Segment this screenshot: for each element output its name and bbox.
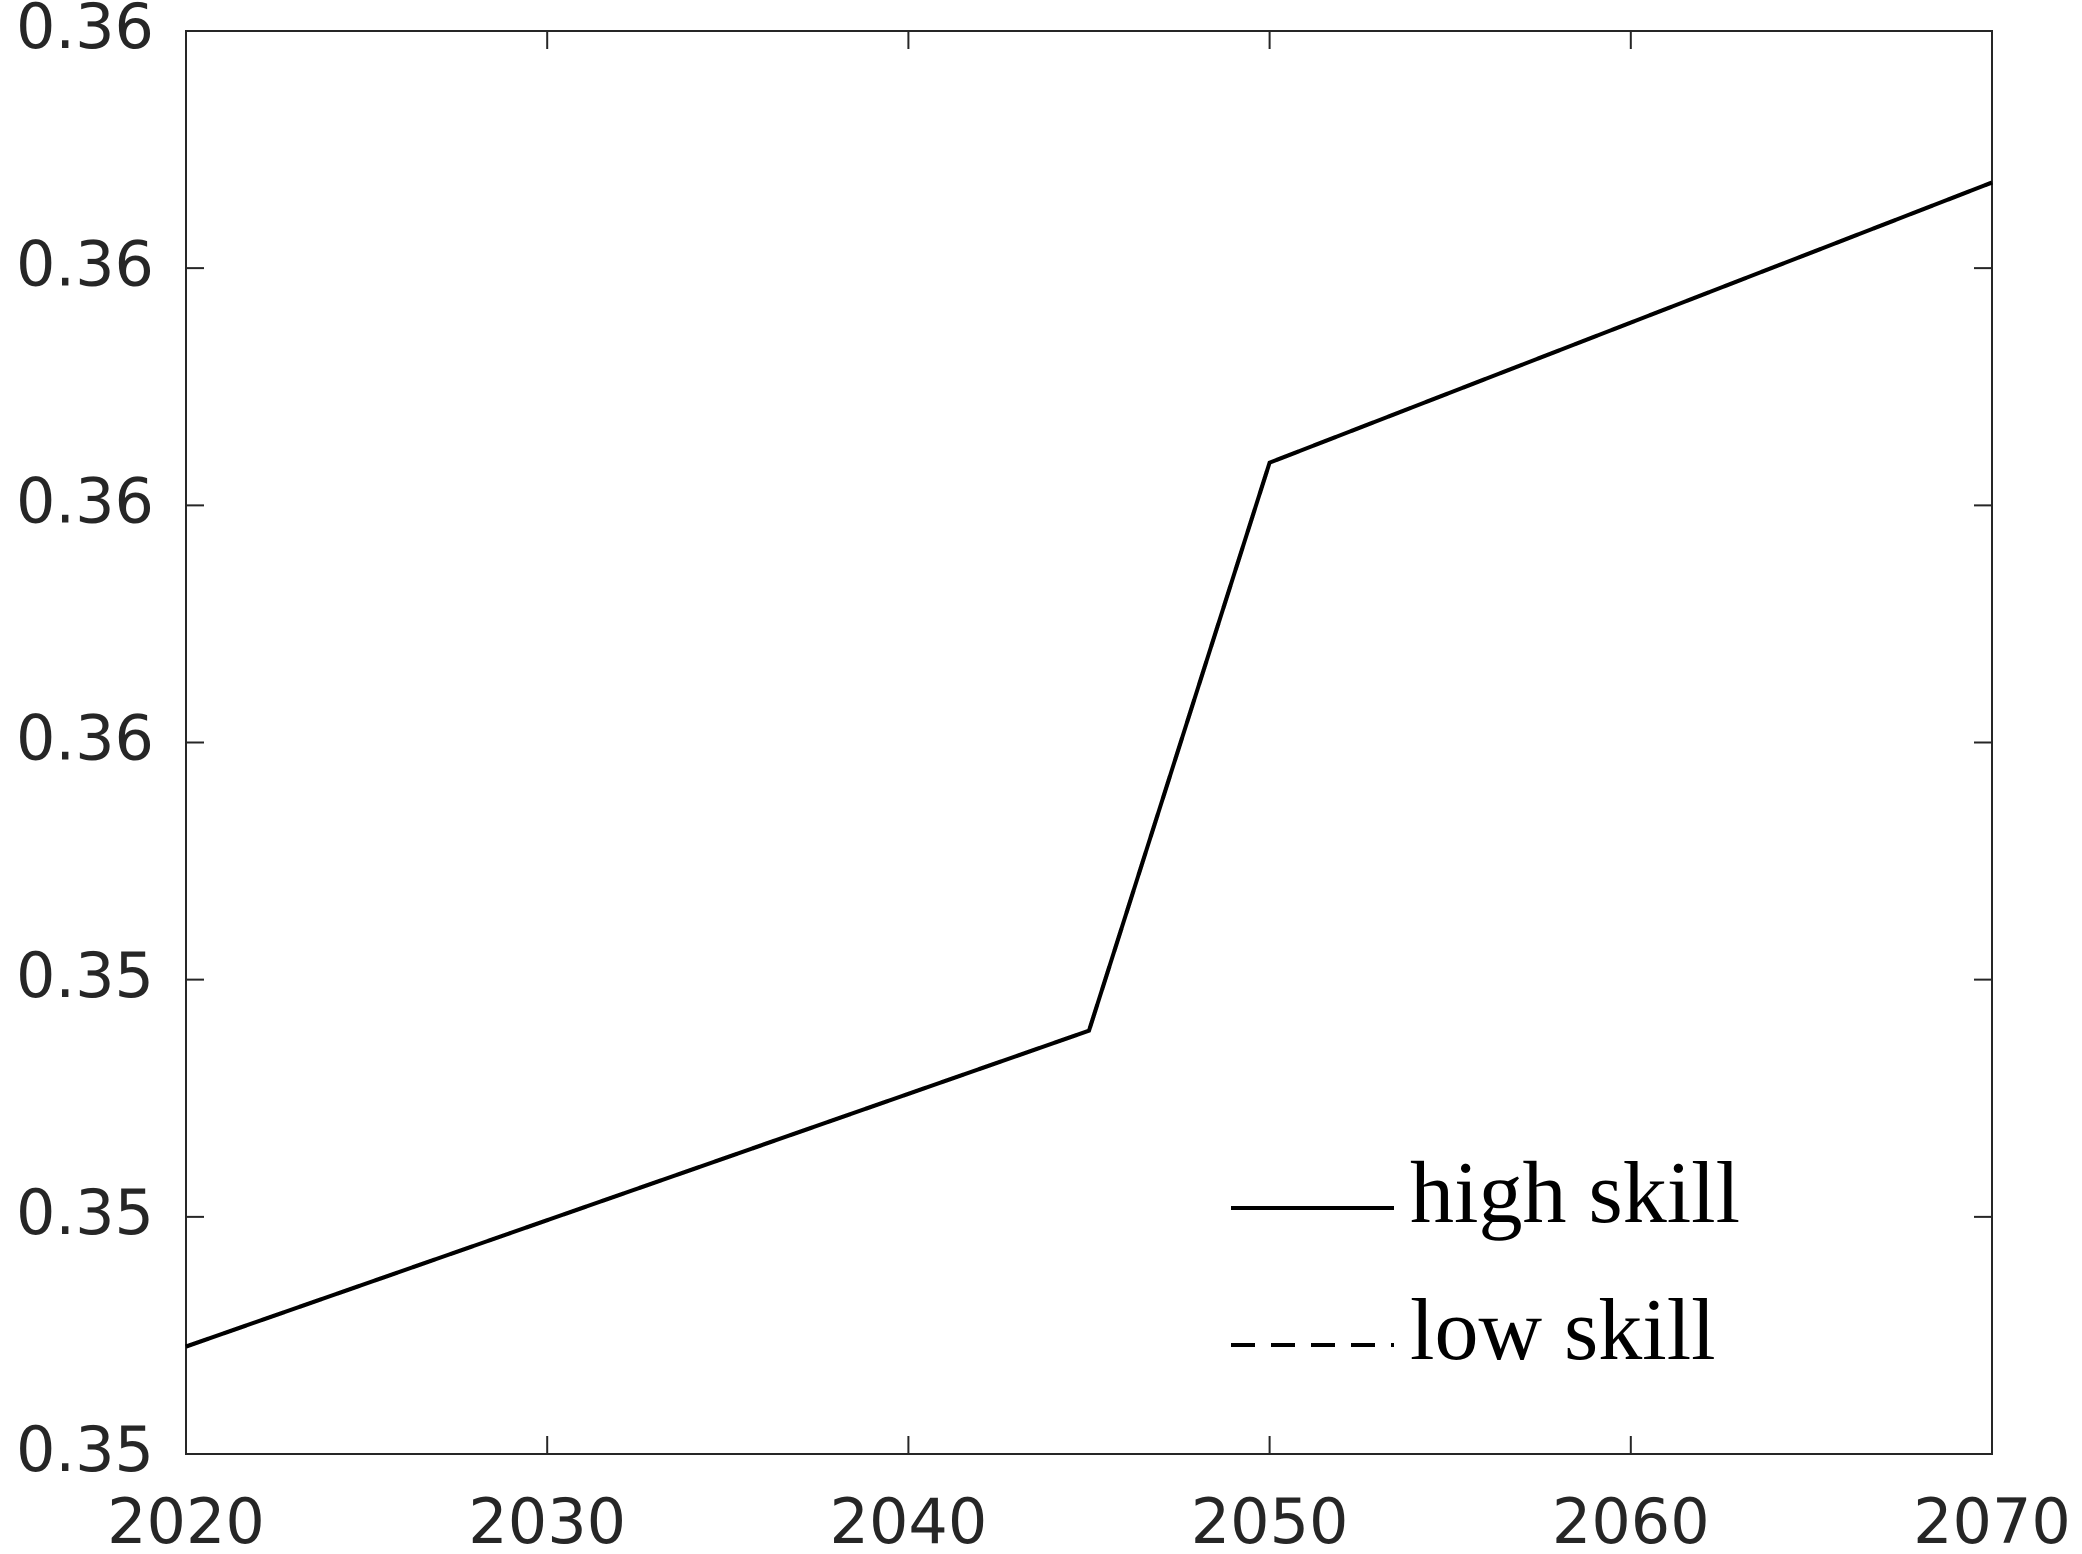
line-series <box>185 180 1993 1349</box>
x-tick-label: 2070 <box>1913 1485 2071 1554</box>
y-tick-label: 0.35 <box>16 939 154 1012</box>
x-tick-label: 2020 <box>107 1485 265 1554</box>
legend-label: high skill <box>1410 1145 1740 1242</box>
y-tick-label: 0.36 <box>16 0 154 63</box>
y-tick-label: 0.35 <box>16 1176 154 1249</box>
x-tick-label: 2060 <box>1552 1485 1710 1554</box>
y-tick-label: 0.36 <box>16 702 154 775</box>
y-tick-label: 0.36 <box>16 464 154 537</box>
x-tick-label: 2050 <box>1191 1485 1349 1554</box>
y-tick-label: 0.36 <box>16 227 154 300</box>
legend-label: low skill <box>1410 1282 1716 1379</box>
x-tick-label: 2030 <box>468 1485 626 1554</box>
x-tick-label: 2040 <box>830 1485 988 1554</box>
y-tick-label: 0.35 <box>16 1413 154 1486</box>
